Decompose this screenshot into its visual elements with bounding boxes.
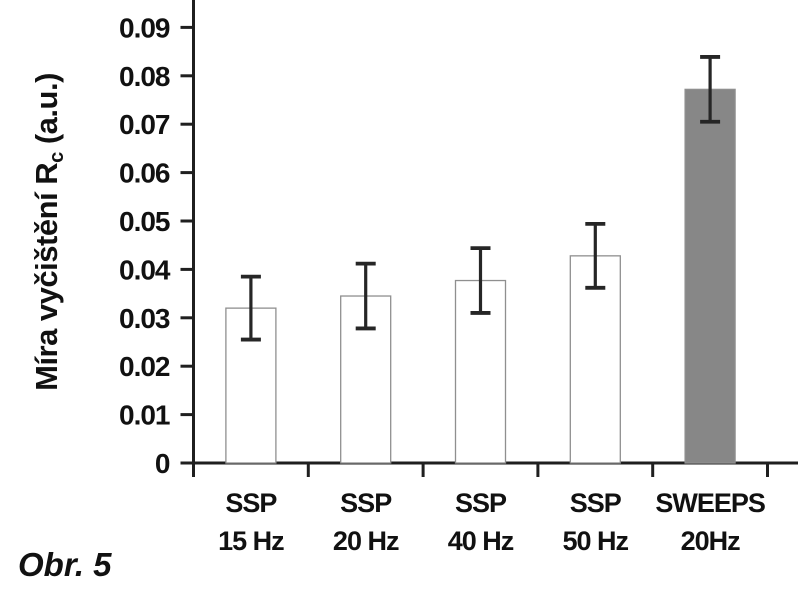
category-label-line1: SSP bbox=[455, 488, 507, 518]
category-label-line1: SSP bbox=[570, 488, 622, 518]
bar bbox=[225, 307, 277, 464]
category-label-line2: 20 Hz bbox=[333, 526, 399, 556]
category-label-line2: 20Hz bbox=[681, 526, 741, 556]
category-label-line2: 50 Hz bbox=[563, 526, 629, 556]
y-tick-label: 0.04 bbox=[119, 254, 171, 285]
category-label-line1: SWEEPS bbox=[655, 488, 765, 518]
figure-caption: Obr. 5 bbox=[18, 546, 112, 583]
bar bbox=[569, 255, 621, 464]
y-tick-label: 0.06 bbox=[119, 158, 170, 189]
y-tick-label: 0.08 bbox=[119, 61, 170, 92]
y-tick-label: 0 bbox=[155, 448, 170, 479]
category-label-line1: SSP bbox=[225, 488, 277, 518]
bar bbox=[684, 88, 736, 464]
y-tick-label: 0.09 bbox=[119, 12, 170, 43]
category-label-line2: 40 Hz bbox=[448, 526, 514, 556]
y-axis-title: Míra vyčištění Rc (a.u.) bbox=[29, 73, 68, 391]
y-tick-label: 0.05 bbox=[119, 206, 170, 237]
y-tick-label: 0.01 bbox=[119, 400, 170, 431]
y-tick-label: 0.02 bbox=[119, 351, 170, 382]
category-label-line1: SSP bbox=[340, 488, 392, 518]
category-label-line2: 15 Hz bbox=[218, 526, 284, 556]
y-tick-label: 0.03 bbox=[119, 303, 170, 334]
y-tick-label: 0.07 bbox=[119, 109, 170, 140]
